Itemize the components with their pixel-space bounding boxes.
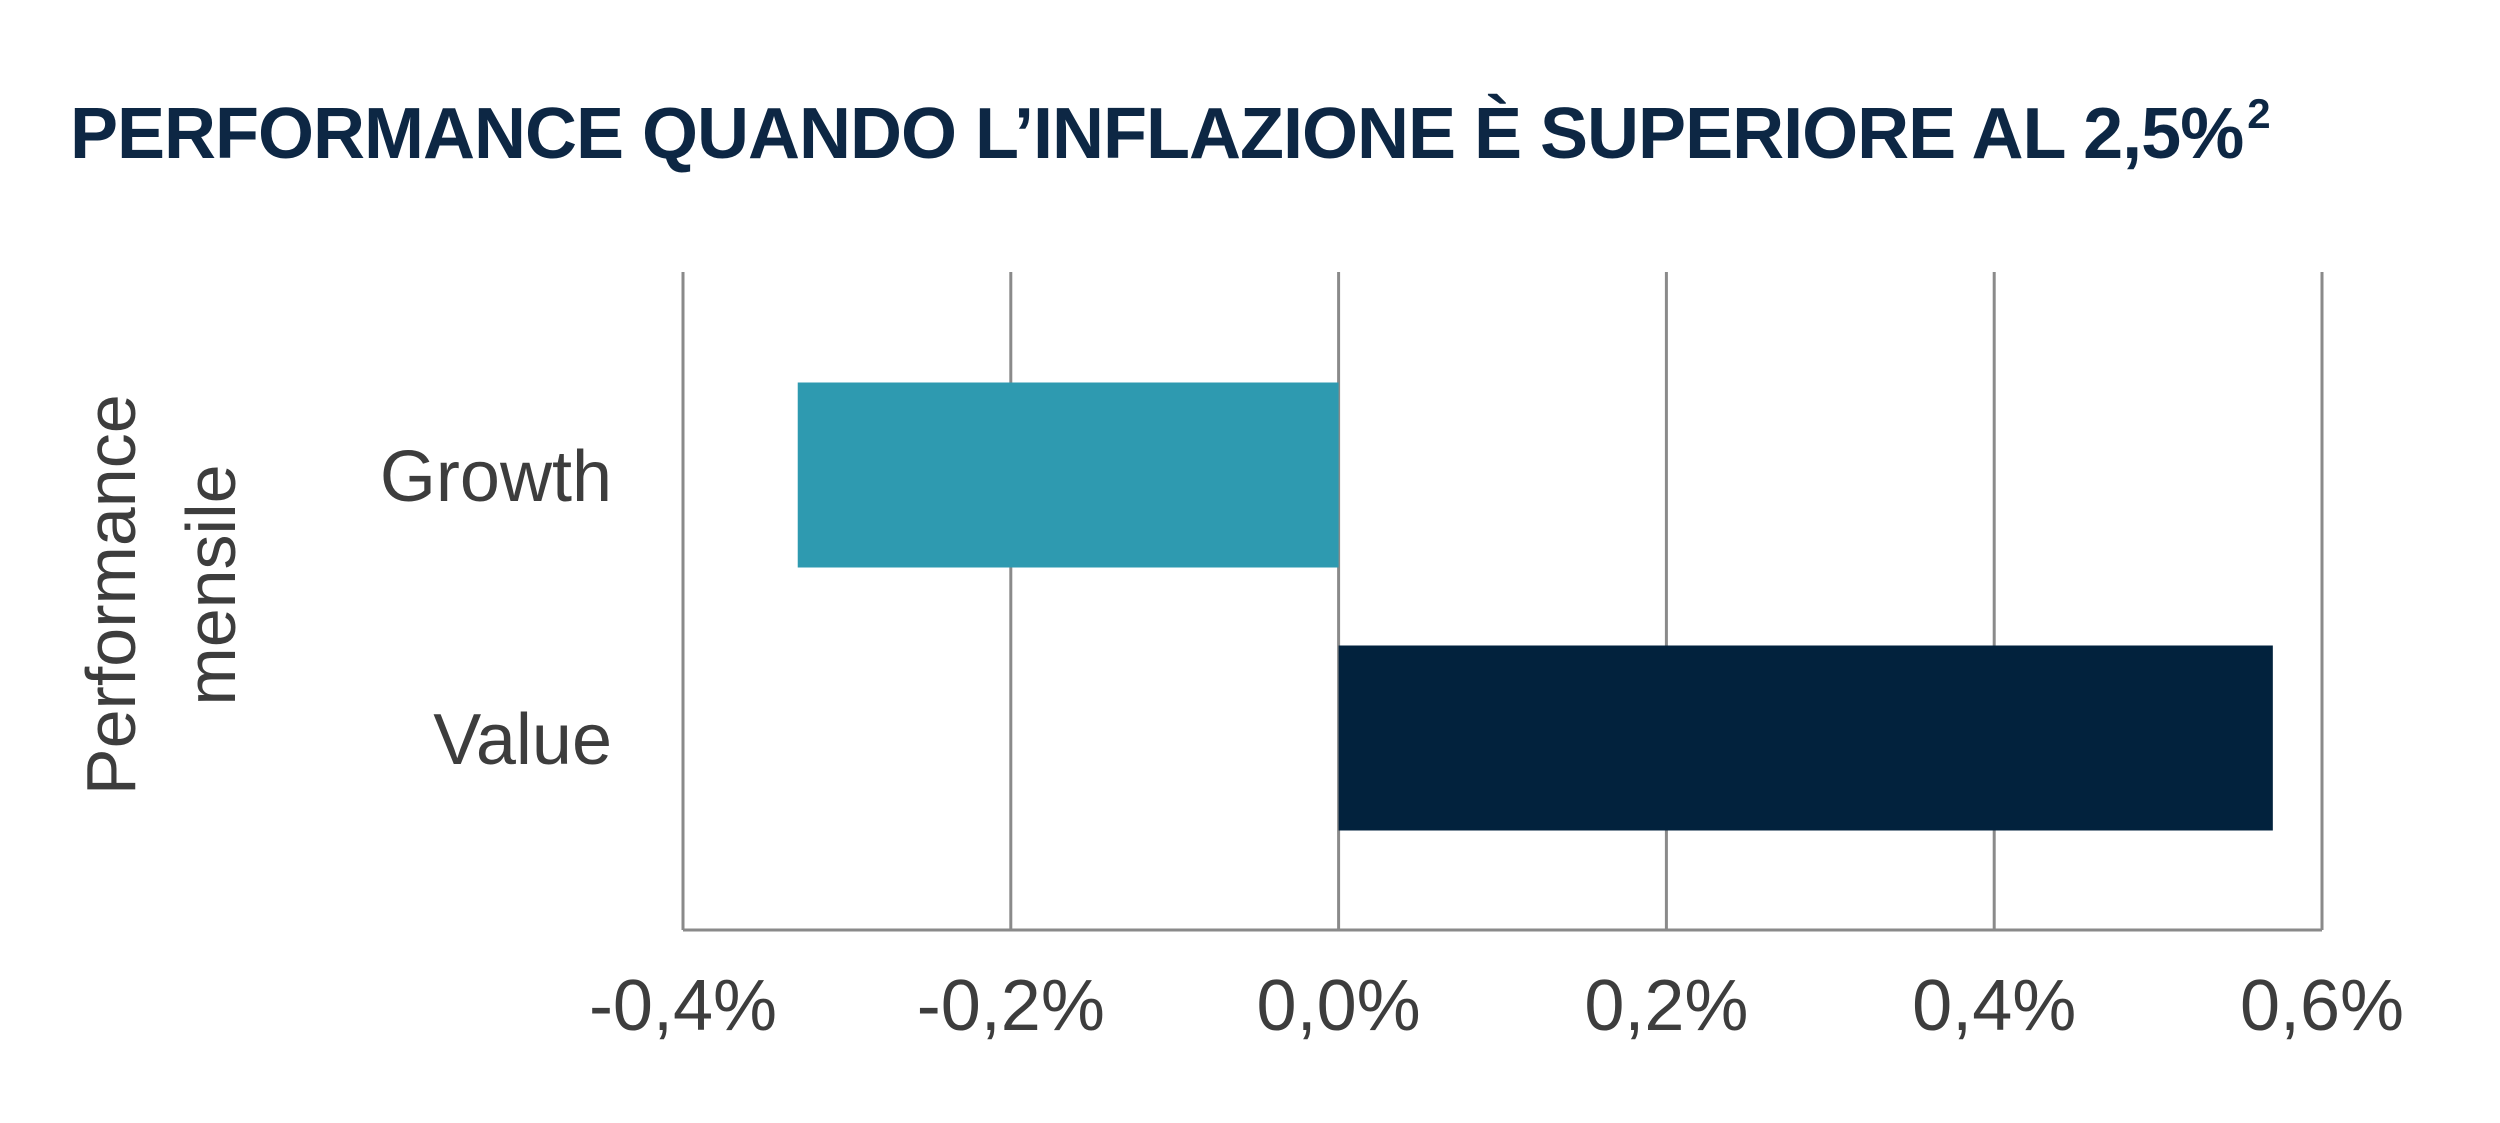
y-axis-label-line-1: Performance: [72, 394, 150, 795]
bars: [797, 382, 2273, 831]
title-footnote-marker: 2: [2247, 90, 2270, 137]
category-labels: Growth Value: [380, 437, 612, 780]
category-label-value: Value: [433, 700, 612, 780]
chart-title: PERFORMANCE QUANDO L’INFLAZIONE È SUPERI…: [70, 88, 2271, 180]
x-tick-label: -0,4%: [589, 966, 777, 1046]
bar-growth: [797, 382, 1339, 568]
gridlines: [681, 272, 2324, 930]
x-tick-labels: -0,4% -0,2% 0,0% 0,2% 0,4% 0,6%: [589, 966, 2404, 1046]
x-tick-label: 0,2%: [1584, 966, 1748, 1046]
category-label-growth: Growth: [380, 437, 612, 517]
x-tick-label: 0,0%: [1257, 966, 1421, 1046]
x-tick-label: -0,2%: [917, 966, 1105, 1046]
y-axis-label-line-2: mensile: [172, 464, 250, 705]
y-axis-label: Performance mensile: [72, 375, 250, 795]
x-tick-label: 0,6%: [2240, 966, 2404, 1046]
x-tick-label: 0,4%: [1912, 966, 2076, 1046]
bar-value: [1338, 645, 2273, 831]
chart-title-text: PERFORMANCE QUANDO L’INFLAZIONE È SUPERI…: [70, 94, 2244, 174]
